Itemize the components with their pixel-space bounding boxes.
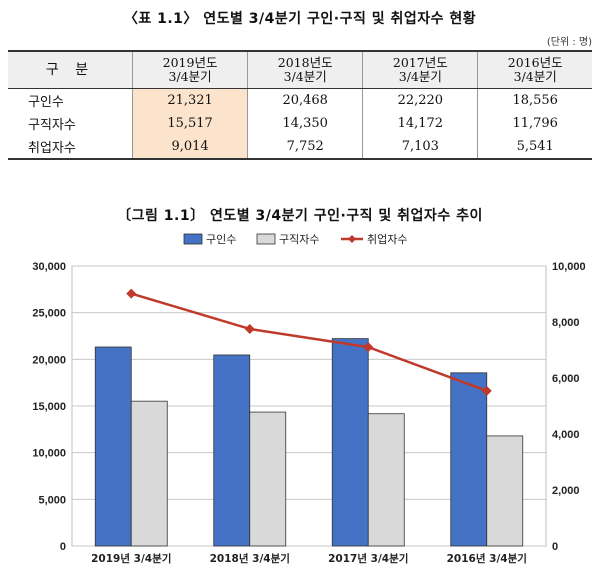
bar-job-seekers xyxy=(486,435,524,547)
y-right-tick-label: 4,000 xyxy=(552,429,580,441)
y-left-tick-label: 30,000 xyxy=(32,261,66,273)
legend-swatch-job-seekers xyxy=(256,233,276,245)
legend-label: 취업자수 xyxy=(367,233,407,246)
y-right-tick-label: 10,000 xyxy=(552,261,586,273)
line-employed xyxy=(130,292,488,393)
table-cell: 7,752 xyxy=(247,135,363,160)
y-right-tick-label: 8,000 xyxy=(552,317,580,329)
table-row: 취업자수 9,014 7,752 7,103 5,541 xyxy=(8,135,592,160)
table-header-row: 구 분 2019년도 3/4분기 2018년도 3/4분기 2017년도 3/4분기 … xyxy=(8,50,592,89)
table-cell: 20,468 xyxy=(247,88,363,112)
x-category-label: 2016년 3/4분기 xyxy=(447,552,527,565)
table-cell: 11,796 xyxy=(477,112,592,135)
y-left-tick-label: 10,000 xyxy=(32,448,66,460)
stats-table: 구 분 2019년도 3/4분기 2018년도 3/4분기 2017년도 3/4분기 … xyxy=(8,50,592,160)
bar-job-seekers xyxy=(249,411,287,547)
unit-note: (단위 : 명) xyxy=(546,37,592,48)
y-left-tick-label: 15,000 xyxy=(32,401,66,413)
table-row: 구인수 21,321 20,468 22,220 18,556 xyxy=(8,88,592,112)
legend-swatch-job-openings xyxy=(183,233,203,245)
chart-title: 〔그림 1.1〕 연도별 3/4분기 구인·구직 및 취업자수 추이 xyxy=(117,208,483,224)
y-left-tick-label: 20,000 xyxy=(32,354,66,366)
line-point-employed xyxy=(481,385,492,396)
table-cell: 15,517 xyxy=(131,112,248,135)
row-label: 구직자수 xyxy=(28,118,76,133)
table-cell: 18,556 xyxy=(477,88,592,112)
table-cell: 22,220 xyxy=(362,88,478,112)
y-left-tick-label: 0 xyxy=(60,541,66,553)
table-cell: 5,541 xyxy=(477,135,592,160)
y-left-tick-label: 5,000 xyxy=(38,494,66,506)
table-cell: 14,350 xyxy=(247,112,363,135)
line-point-employed xyxy=(244,323,255,334)
line-point-employed xyxy=(363,342,374,353)
header-col-2019: 2019년도 3/4분기 xyxy=(131,50,248,89)
header-category: 구 분 xyxy=(8,50,133,89)
combo-chart: 0 5,000 10,000 15,000 20,000 25,000 30,000 0 2,0… xyxy=(32,233,586,565)
x-category-label: 2018년 3/4분기 xyxy=(210,552,290,565)
header-col-2016: 2016년도 3/4분기 xyxy=(477,50,592,89)
row-label: 구인수 xyxy=(28,95,64,110)
x-category-label: 2017년 3/4분기 xyxy=(328,552,408,565)
header-col-2017: 2017년도 3/4분기 xyxy=(362,50,478,89)
y-right-tick-label: 0 xyxy=(552,541,558,553)
table-cell: 14,172 xyxy=(362,112,478,135)
row-label: 취업자수 xyxy=(8,135,133,160)
table-title: 〈표 1.1〉 연도별 3/4분기 구인·구직 및 취업자수 현황 xyxy=(123,11,477,27)
table-cell: 9,014 xyxy=(131,135,248,160)
y-right-tick-label: 6,000 xyxy=(552,373,580,385)
legend-marker-employed xyxy=(348,235,356,243)
bar-job-openings xyxy=(213,354,251,547)
table-cell: 7,103 xyxy=(362,135,478,160)
y-right-tick-label: 2,000 xyxy=(552,485,580,497)
bar-job-seekers xyxy=(130,400,168,547)
line-point-employed xyxy=(126,288,137,299)
bar-job-openings xyxy=(331,338,369,547)
x-category-label: 2019년 3/4분기 xyxy=(91,552,171,565)
y-left-tick-label: 25,000 xyxy=(32,308,66,320)
table-cell: 21,321 xyxy=(131,88,248,112)
bar-job-openings xyxy=(94,346,132,547)
bar-job-seekers xyxy=(367,413,405,547)
header-col-2018: 2018년도 3/4분기 xyxy=(247,50,363,89)
bar-job-openings xyxy=(450,372,488,547)
legend-label: 구인수 xyxy=(206,233,236,246)
table-row: 구직자수 15,517 14,350 14,172 11,796 xyxy=(8,112,592,135)
legend-label: 구직자수 xyxy=(279,233,319,246)
